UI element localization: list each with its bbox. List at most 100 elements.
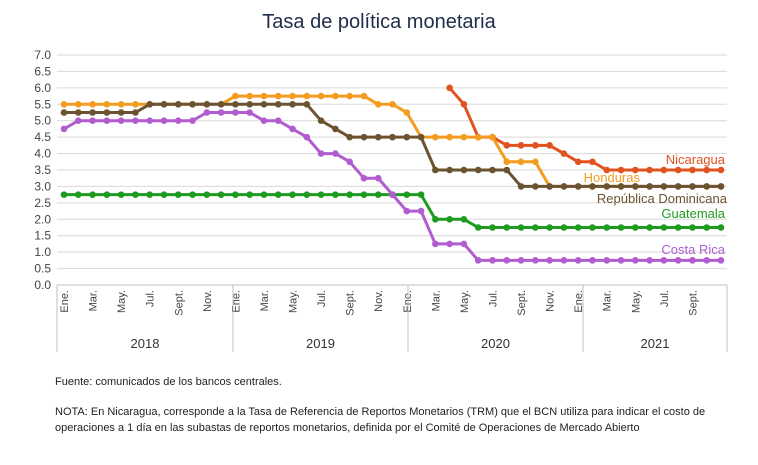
data-point (446, 166, 453, 174)
data-point (217, 100, 225, 108)
x-tick-label: Ene. (230, 290, 242, 313)
data-point (532, 183, 539, 190)
data-point (60, 109, 68, 116)
x-tick-label: Ene. (59, 290, 71, 313)
y-tick-label: 5.0 (34, 114, 51, 128)
data-point (517, 257, 525, 264)
data-point (89, 191, 96, 198)
data-point (132, 117, 139, 125)
data-point (232, 92, 239, 100)
data-point (203, 109, 211, 116)
data-point (117, 109, 125, 116)
x-tick-label: Nov. (202, 290, 214, 312)
data-point (589, 257, 596, 264)
data-point (303, 133, 311, 141)
data-point (417, 207, 425, 215)
data-point (560, 224, 568, 231)
y-tick-label: 4.5 (34, 130, 51, 144)
data-point (389, 133, 396, 141)
data-point (246, 92, 253, 100)
data-point (603, 224, 611, 231)
data-point (89, 109, 96, 116)
data-point (346, 133, 353, 141)
axis-layer: 0.0 0.5 1.0 1.5 2.0 2.5 3.0 3.5 4.0 4.5 5.0 5.5 6.0 6… (34, 48, 728, 352)
data-point (617, 183, 625, 190)
series-name-label: República Dominicana (597, 191, 728, 206)
data-point (174, 191, 182, 198)
data-point (503, 166, 511, 174)
data-point (346, 158, 353, 166)
data-point (689, 257, 696, 264)
data-point (146, 117, 153, 125)
data-point (703, 166, 711, 174)
data-point (246, 100, 253, 108)
data-point (646, 224, 653, 231)
data-point (260, 92, 268, 100)
data-point (660, 183, 668, 190)
data-point (503, 158, 511, 166)
data-point (303, 100, 311, 108)
data-point (403, 207, 411, 215)
data-point (132, 100, 139, 108)
data-point (574, 257, 582, 264)
data-point (617, 257, 625, 264)
data-point (717, 166, 725, 174)
data-point (117, 100, 125, 108)
data-point (232, 191, 239, 198)
data-point (103, 100, 111, 108)
year-label: 2018 (131, 336, 160, 351)
data-point (60, 100, 68, 108)
data-point (89, 117, 96, 125)
data-point (517, 142, 525, 149)
data-point (332, 125, 339, 133)
data-point (332, 92, 339, 100)
series-layer (60, 84, 725, 264)
data-point (146, 191, 153, 198)
data-point (274, 117, 282, 125)
data-point (317, 150, 325, 157)
data-point (446, 133, 453, 141)
data-point (203, 100, 211, 108)
data-point (432, 215, 439, 223)
data-point (603, 257, 611, 264)
data-point (674, 166, 682, 174)
data-point (460, 100, 468, 108)
x-tick-label: Mar. (259, 290, 271, 311)
year-label: 2021 (641, 336, 670, 351)
x-tick-label: Nov. (545, 290, 557, 312)
data-point (489, 224, 496, 231)
data-point (546, 183, 553, 190)
data-point (374, 191, 382, 198)
data-point (717, 183, 725, 190)
data-point (632, 257, 639, 264)
data-point (360, 133, 368, 141)
data-point (703, 257, 711, 264)
y-tick-label: 6.5 (34, 64, 51, 78)
data-point (517, 224, 525, 231)
data-point (603, 166, 611, 174)
data-point (660, 166, 668, 174)
series-label-layer: Nicaragua Honduras República DominicanaGua… (584, 152, 728, 257)
x-tick-label: Jul. (659, 290, 671, 307)
data-point (503, 224, 511, 231)
data-point (232, 100, 239, 108)
data-point (146, 100, 153, 108)
data-point (274, 92, 282, 100)
data-point (346, 92, 353, 100)
data-point (389, 191, 396, 198)
data-point (132, 109, 139, 116)
series-name-label: Guatemala (661, 206, 725, 221)
data-point (632, 224, 639, 231)
data-point (460, 215, 468, 223)
data-point (74, 117, 82, 125)
data-point (660, 257, 668, 264)
data-point (332, 191, 339, 198)
series-name-label: Honduras (584, 170, 641, 185)
data-point (646, 166, 653, 174)
data-point (317, 92, 325, 100)
y-tick-label: 1.5 (34, 229, 51, 243)
data-point (189, 100, 196, 108)
data-point (560, 150, 568, 157)
data-point (489, 166, 496, 174)
data-point (689, 166, 696, 174)
